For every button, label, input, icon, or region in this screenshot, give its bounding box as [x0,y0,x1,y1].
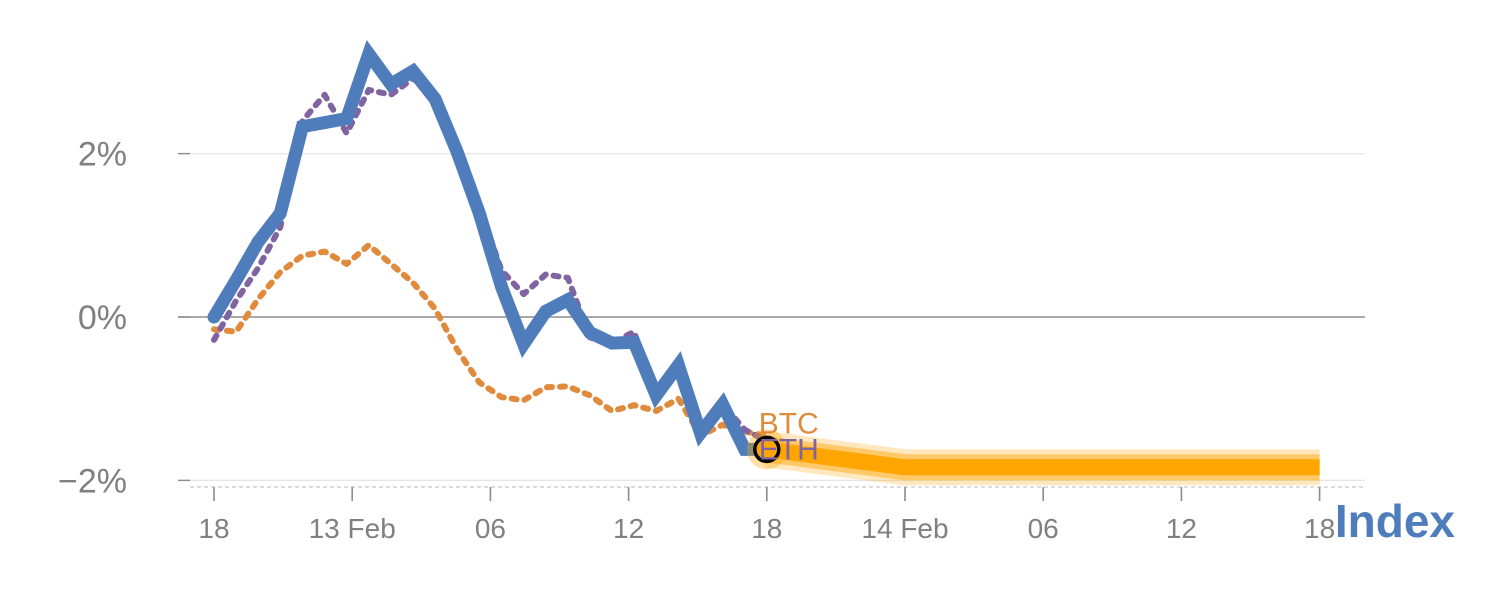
x-axis: 18 13 Feb 06 12 18 14 Feb 06 12 18 [190,486,1365,544]
forecast-line [765,441,1320,476]
grid-lines [178,153,1365,481]
x-tick-label: 13 Feb [309,513,396,544]
btc-end-label: BTC [759,407,819,440]
y-tick-label: −2% [58,462,127,500]
eth-end-label: ETH [759,433,819,466]
y-axis: 2% 0% −2% [58,136,190,500]
y-tick-label: 0% [78,299,127,337]
series-labels: BTC ETH [759,407,819,466]
x-tick-label: 18 [198,513,229,544]
x-tick-label: 12 [1166,513,1197,544]
y-tick-label: 2% [78,136,127,174]
x-tick-label: 06 [1028,513,1059,544]
x-tick-label: 14 Feb [861,513,948,544]
x-tick-label: 18 [751,513,782,544]
x-tick-label: 06 [475,513,506,544]
btc-series-line [211,242,767,439]
x-tick-label: 18 [1304,513,1335,544]
series-lines [207,39,1320,486]
index-corner-label: Index [1335,495,1456,547]
index-series-line [207,39,774,456]
end-marker-ring [753,435,781,464]
end-marker-dot [752,435,781,464]
x-tick-label: 12 [613,513,644,544]
